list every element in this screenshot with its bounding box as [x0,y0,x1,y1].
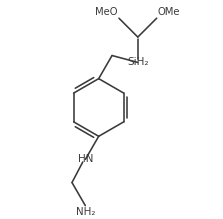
Text: MeO: MeO [95,7,118,17]
Text: SiH₂: SiH₂ [127,57,149,67]
Text: NH₂: NH₂ [76,207,95,217]
Text: HN: HN [78,154,93,164]
Text: OMe: OMe [158,7,180,17]
